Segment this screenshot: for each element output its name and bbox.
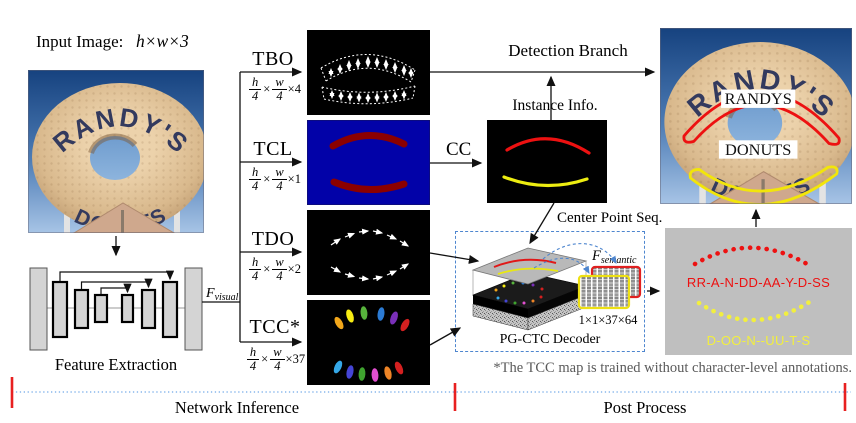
skip-connection	[80, 278, 153, 289]
feature-extraction-label: Feature Extraction	[54, 355, 178, 374]
result-arc-yellow	[696, 298, 814, 323]
center-point-seq-label: Center Point Seq.	[557, 210, 663, 226]
instance-arc-red	[505, 137, 591, 155]
result-text-top: RR-A-N-DD-AA-Y-D-SS	[686, 275, 831, 290]
tcl-map	[307, 120, 430, 205]
sign-post-right	[174, 204, 180, 233]
fsemantic-map-yellow	[577, 274, 631, 310]
result-arcs	[692, 245, 815, 323]
branch-label-tcl: TCL	[253, 138, 293, 160]
input-image-label: Input Image:	[36, 32, 124, 51]
recognized-label-top: RANDYS	[725, 89, 792, 108]
recognition-result-panel: RR-A-N-DD-AA-Y-D-SS D-OO-N--UU-T-S	[665, 228, 852, 355]
input-image-photo: RANDY'S DONUTS	[28, 70, 204, 233]
fvisual-label: Fvisual	[206, 286, 239, 303]
fsemantic-label: Fsemantic	[592, 248, 637, 266]
result-text-bottom: D-OO-N--UU-T-S	[706, 333, 811, 348]
feature-extraction-diagram	[29, 267, 203, 351]
skip-connection	[59, 270, 175, 281]
stack-character-dots	[494, 281, 544, 305]
footnote: *The TCC map is trained without characte…	[493, 360, 852, 376]
pg-ctc-decoder-label: PG-CTC Decoder	[499, 332, 601, 347]
fsemantic-maps	[577, 265, 642, 310]
tcc-map	[307, 300, 430, 385]
input-dims-label: h×w×3	[136, 31, 189, 51]
section-label-post-process: Post Process	[603, 398, 687, 417]
sign-post-left	[64, 206, 70, 233]
result-arc-red	[692, 245, 815, 270]
instance-arc-yellow	[502, 175, 589, 188]
recognized-label-box-top	[721, 89, 796, 108]
branch-size-tdo: h 4 × w 4 ×2	[238, 255, 312, 283]
section-label-network-inference: Network Inference	[174, 398, 300, 417]
donut-hole	[90, 136, 140, 180]
recognized-label-box-bottom	[718, 140, 798, 159]
output-image-photo: RANDY'S DONUTS RANDYS DONUTS	[660, 28, 852, 204]
tbo-map	[307, 30, 430, 115]
instance-info-label: Instance Info.	[496, 97, 614, 115]
tcc-character-blobs	[333, 306, 410, 382]
instance-map	[487, 120, 607, 203]
detection-branch-label: Detection Branch	[508, 41, 628, 60]
branch-size-tcc: h 4 × w 4 ×37	[236, 345, 316, 373]
tdo-map	[307, 210, 430, 295]
branch-size-tcl: h 4 × w 4 ×1	[238, 165, 312, 193]
cc-label: CC	[446, 139, 472, 160]
recognized-label-bottom: DONUTS	[725, 140, 791, 159]
branch-label-tbo: TBO	[252, 48, 294, 70]
decoder-feature-stack	[471, 247, 588, 331]
tensor-dims-label: 1×1×37×64	[578, 313, 638, 327]
branch-size-tbo: h 4 × w 4 ×4	[238, 75, 312, 103]
detection-outline-yellow	[688, 165, 839, 204]
branch-label-tcc: TCC*	[249, 316, 301, 338]
branch-label-tdo: TDO	[251, 228, 295, 250]
stack-center-line-layer	[471, 247, 588, 285]
skip-connection	[100, 283, 132, 294]
